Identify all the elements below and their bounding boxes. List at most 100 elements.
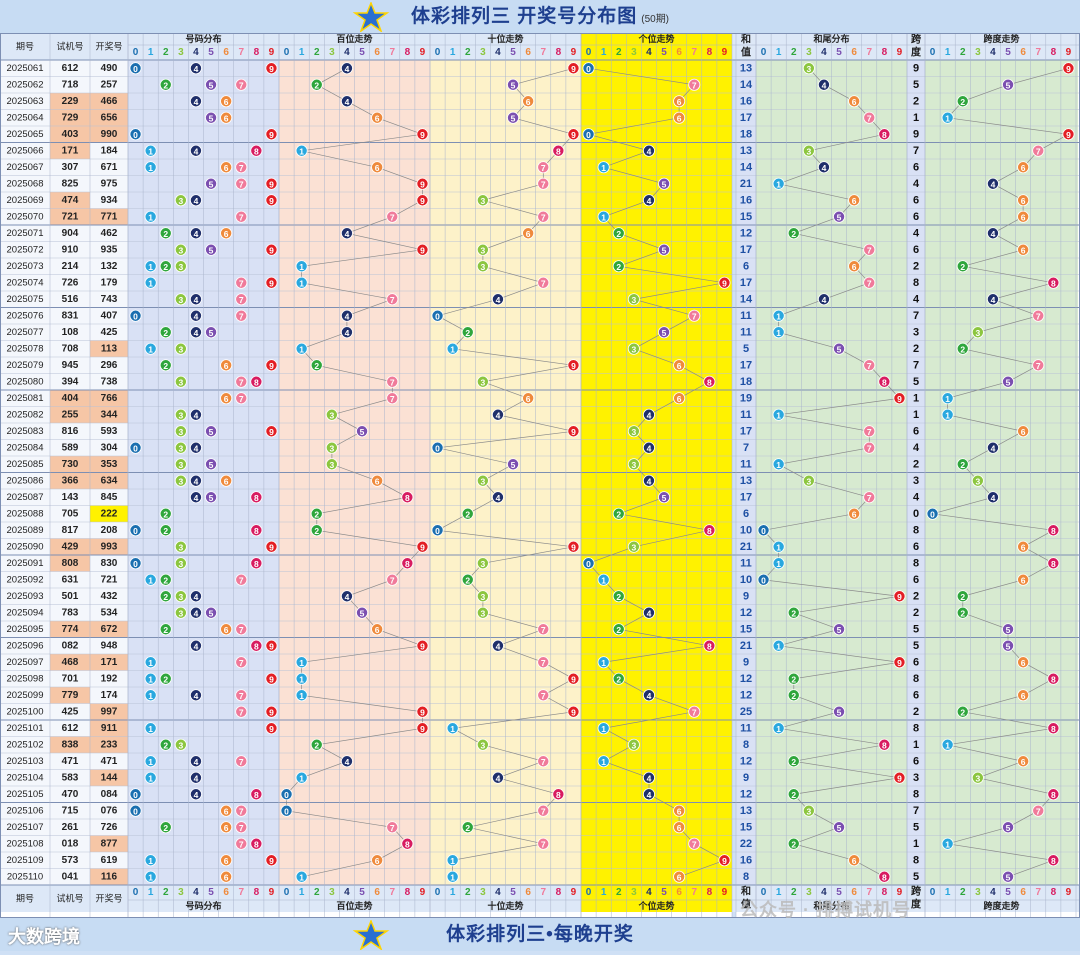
issue-cell: 2025105 bbox=[7, 789, 44, 800]
draw-cell: 222 bbox=[101, 508, 118, 519]
distribution-ball-label: 6 bbox=[224, 476, 229, 486]
hund-ball-label: 5 bbox=[360, 608, 365, 618]
issue-cell: 2025103 bbox=[7, 756, 44, 767]
tail-ball bbox=[817, 293, 830, 306]
distribution-ball bbox=[189, 590, 202, 603]
dist-digit-header: 6 bbox=[223, 47, 229, 58]
distribution-ball-label: 4 bbox=[194, 295, 199, 305]
tail-ball bbox=[893, 590, 906, 603]
units-ball bbox=[582, 128, 595, 141]
tens-digit-header: 0 bbox=[435, 887, 441, 898]
tens-digit-header: 8 bbox=[556, 887, 562, 898]
hund-ball-label: 2 bbox=[314, 80, 319, 90]
span-cell: 3 bbox=[913, 326, 919, 338]
distribution-ball-label: 7 bbox=[239, 179, 244, 189]
issue-cell: 2025071 bbox=[7, 228, 44, 239]
test-cell: 730 bbox=[62, 459, 79, 470]
tens-digit-header: 0 bbox=[435, 47, 441, 58]
tens-ball-label: 1 bbox=[450, 344, 455, 354]
distribution-ball bbox=[220, 821, 233, 834]
distribution-ball bbox=[220, 111, 233, 124]
span-cell: 8 bbox=[913, 722, 919, 734]
sum-cell: 17 bbox=[740, 112, 752, 124]
units-ball bbox=[597, 656, 610, 669]
distribution-ball-label: 8 bbox=[254, 146, 259, 156]
issue-cell: 2025102 bbox=[7, 739, 44, 750]
sum-cell: 6 bbox=[743, 260, 749, 272]
distribution-ball bbox=[159, 260, 172, 273]
issue-cell: 2025093 bbox=[7, 591, 44, 602]
distribution-ball-label: 7 bbox=[239, 311, 244, 321]
test-cell: 171 bbox=[62, 145, 79, 156]
tens-ball-label: 5 bbox=[511, 80, 516, 90]
test-cell: 631 bbox=[62, 574, 79, 585]
test-cell: 808 bbox=[62, 558, 79, 569]
distribution-ball bbox=[189, 326, 202, 339]
sum-cell: 11 bbox=[740, 458, 752, 470]
tens-ball bbox=[446, 342, 459, 355]
distribution-ball-label: 8 bbox=[254, 839, 259, 849]
distribution-ball-label: 6 bbox=[224, 823, 229, 833]
distribution-ball-label: 2 bbox=[163, 575, 168, 585]
spant-digit-header: 4 bbox=[990, 47, 996, 58]
issue-cell: 2025094 bbox=[7, 607, 44, 618]
tens-ball bbox=[537, 276, 550, 289]
distribution-ball-label: 1 bbox=[148, 212, 153, 222]
units-digit-header: 9 bbox=[722, 887, 728, 898]
issue-cell: 2025070 bbox=[7, 211, 44, 222]
tens-ball-label: 1 bbox=[450, 724, 455, 734]
distribution-ball-label: 2 bbox=[163, 509, 168, 519]
hund-ball-label: 8 bbox=[405, 839, 410, 849]
tail-ball bbox=[833, 342, 846, 355]
test-cell: 945 bbox=[62, 360, 79, 371]
distribution-ball-label: 1 bbox=[148, 757, 153, 767]
span-cell: 7 bbox=[913, 359, 919, 371]
test-header: 试机号 bbox=[56, 41, 83, 52]
draw-cell: 192 bbox=[101, 673, 118, 684]
distribution-ball bbox=[250, 837, 263, 850]
hund-ball bbox=[416, 540, 429, 553]
units-ball-label: 4 bbox=[647, 608, 652, 618]
distribution-ball bbox=[235, 161, 248, 174]
test-cell: 718 bbox=[62, 79, 79, 90]
tail-ball-label: 1 bbox=[776, 179, 781, 189]
spant-ball-label: 9 bbox=[1066, 64, 1071, 74]
distribution-ball-label: 0 bbox=[133, 443, 138, 453]
sum-cell: 17 bbox=[740, 359, 752, 371]
spant-digit-header: 1 bbox=[945, 47, 951, 58]
distribution-ball-label: 5 bbox=[209, 608, 214, 618]
hund-ball bbox=[310, 359, 323, 372]
issue-cell: 2025083 bbox=[7, 426, 44, 437]
distribution-ball-label: 9 bbox=[269, 856, 274, 866]
span-cell: 8 bbox=[913, 524, 919, 536]
test-cell: 082 bbox=[62, 640, 79, 651]
tens-ball-label: 2 bbox=[465, 575, 470, 585]
hund-ball bbox=[386, 392, 399, 405]
spant-digit-header: 2 bbox=[960, 47, 966, 58]
distribution-ball bbox=[205, 177, 218, 190]
hund-ball bbox=[280, 804, 293, 817]
spant-ball-label: 7 bbox=[1036, 361, 1041, 371]
distribution-ball bbox=[144, 260, 157, 273]
tens-ball-label: 7 bbox=[541, 658, 546, 668]
test-cell: 783 bbox=[62, 607, 79, 618]
draw-cell: 304 bbox=[101, 442, 118, 453]
hund-ball-label: 9 bbox=[420, 179, 425, 189]
units-ball bbox=[597, 755, 610, 768]
draw-cell: 948 bbox=[101, 640, 118, 651]
test-cell: 816 bbox=[62, 426, 79, 437]
hund-ball bbox=[340, 590, 353, 603]
sum-cell: 9 bbox=[743, 590, 749, 602]
test-highlight bbox=[50, 736, 90, 753]
distribution-ball-label: 6 bbox=[224, 163, 229, 173]
hund-ball-label: 4 bbox=[345, 229, 350, 239]
spant-ball-label: 8 bbox=[1051, 526, 1056, 536]
draw-highlight bbox=[90, 406, 128, 423]
distribution-ball-label: 0 bbox=[133, 311, 138, 321]
units-ball-label: 4 bbox=[647, 773, 652, 783]
tail-ball bbox=[772, 722, 785, 735]
tens-ball bbox=[537, 837, 550, 850]
distribution-ball-label: 5 bbox=[209, 427, 214, 437]
distribution-ball-label: 2 bbox=[163, 526, 168, 536]
